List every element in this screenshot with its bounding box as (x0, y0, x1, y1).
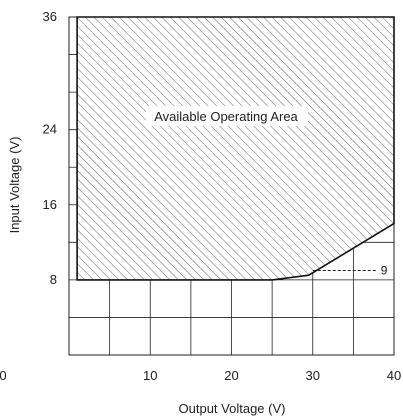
operating-area-region (76, 16, 395, 281)
x-tick-label: 20 (224, 368, 238, 383)
annotation-label: 9 (381, 264, 388, 278)
region-label: Available Operating Area (154, 109, 298, 124)
y-axis-label: Input Voltage (V) (7, 137, 22, 234)
x-axis-label: Output Voltage (V) (179, 401, 286, 416)
x-tick-label: 40 (387, 368, 401, 383)
axis-ticks: 10 20 30 40 8 16 24 36 (43, 9, 402, 383)
operating-area (76, 16, 395, 281)
y-tick-label: 36 (43, 9, 57, 24)
annotations: 9 (312, 264, 388, 278)
region-label-background (146, 106, 308, 126)
x-tick-label: 10 (143, 368, 157, 383)
x-tick-label: 30 (306, 368, 320, 383)
y-tick-label: 8 (50, 272, 57, 287)
x-origin-label: 0 (0, 368, 7, 383)
y-tick-label: 16 (43, 197, 57, 212)
y-tick-label: 24 (43, 122, 57, 137)
